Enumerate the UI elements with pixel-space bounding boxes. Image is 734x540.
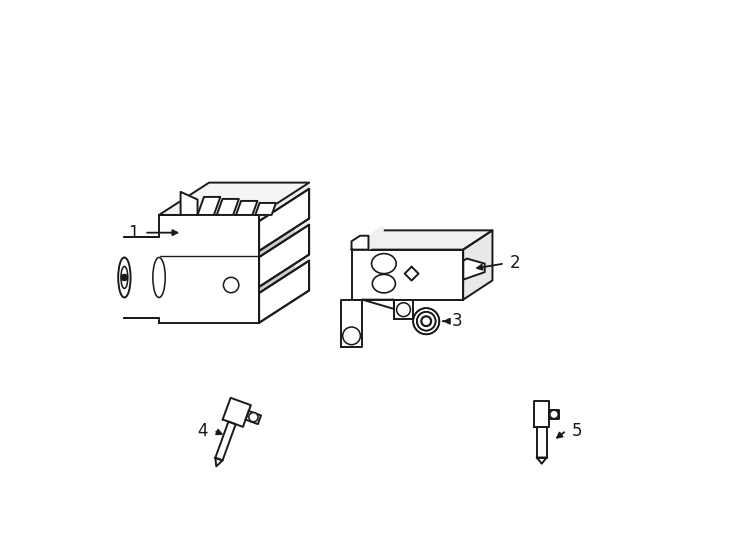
Polygon shape xyxy=(550,410,559,419)
Polygon shape xyxy=(222,398,251,427)
Text: 2: 2 xyxy=(510,254,521,273)
Polygon shape xyxy=(255,203,276,215)
Polygon shape xyxy=(368,226,383,249)
Text: 3: 3 xyxy=(451,312,462,330)
Ellipse shape xyxy=(118,258,131,298)
Polygon shape xyxy=(537,427,547,457)
Polygon shape xyxy=(352,249,463,300)
Polygon shape xyxy=(259,264,294,293)
Circle shape xyxy=(413,308,440,334)
Polygon shape xyxy=(259,183,309,323)
Ellipse shape xyxy=(372,274,396,293)
Circle shape xyxy=(417,312,435,330)
Polygon shape xyxy=(246,411,261,424)
Polygon shape xyxy=(197,197,220,215)
Polygon shape xyxy=(159,183,309,215)
Circle shape xyxy=(396,303,410,316)
Circle shape xyxy=(421,316,431,326)
Polygon shape xyxy=(259,225,309,287)
Polygon shape xyxy=(159,215,259,323)
Polygon shape xyxy=(259,261,309,323)
Polygon shape xyxy=(181,192,197,215)
Polygon shape xyxy=(404,267,418,281)
Circle shape xyxy=(249,413,258,422)
Polygon shape xyxy=(217,199,239,215)
Polygon shape xyxy=(259,189,309,251)
Circle shape xyxy=(343,327,360,345)
Polygon shape xyxy=(352,236,368,249)
Polygon shape xyxy=(215,458,222,467)
Circle shape xyxy=(550,410,559,418)
Polygon shape xyxy=(463,259,484,280)
Circle shape xyxy=(121,274,128,281)
Polygon shape xyxy=(352,231,493,249)
Polygon shape xyxy=(124,238,159,318)
Text: 1: 1 xyxy=(128,224,139,242)
Ellipse shape xyxy=(371,254,396,274)
Polygon shape xyxy=(236,201,258,215)
Circle shape xyxy=(223,278,239,293)
Polygon shape xyxy=(215,422,236,461)
Polygon shape xyxy=(463,231,493,300)
Polygon shape xyxy=(394,300,413,319)
Polygon shape xyxy=(363,300,394,309)
Polygon shape xyxy=(341,300,363,347)
Polygon shape xyxy=(259,228,294,257)
Polygon shape xyxy=(537,457,547,464)
Text: 4: 4 xyxy=(197,422,208,440)
Text: 5: 5 xyxy=(572,422,582,440)
Polygon shape xyxy=(534,401,550,427)
